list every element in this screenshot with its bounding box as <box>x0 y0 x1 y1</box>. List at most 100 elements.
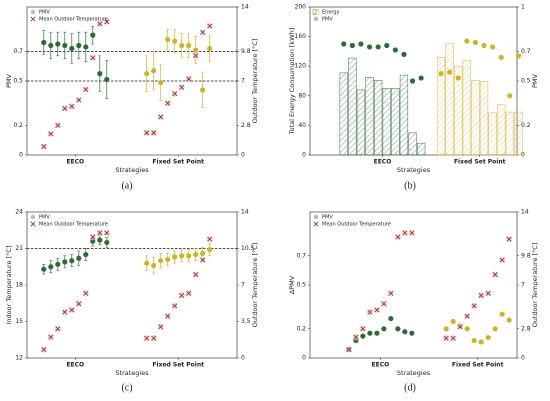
y-axis-label: ΔPMV <box>288 275 296 294</box>
y2-tick-label: 3.5 <box>241 318 251 325</box>
dot <box>179 42 185 49</box>
cross-stroke <box>471 303 477 309</box>
cross-stroke <box>402 230 408 236</box>
bar <box>339 72 348 156</box>
x-tick-label: Fixed Set Point <box>152 362 204 369</box>
y2-tick-label: 10.5 <box>241 245 255 252</box>
cross-stroke <box>90 234 96 240</box>
dot <box>41 39 47 46</box>
cross <box>144 130 150 136</box>
cross-stroke <box>443 335 449 341</box>
caption: (a) <box>121 180 132 191</box>
dot <box>207 45 213 52</box>
cross-stroke <box>62 309 68 315</box>
cross <box>55 326 61 332</box>
dot <box>478 339 484 345</box>
x-tick-label: EECO <box>372 362 390 369</box>
cross <box>90 55 96 61</box>
cross-stroke <box>450 335 456 341</box>
cross <box>346 347 352 353</box>
dot <box>179 253 185 259</box>
cross-stroke <box>381 301 387 307</box>
y2-tick-label: 7 <box>521 282 525 289</box>
cross <box>69 307 75 313</box>
bar <box>365 77 374 156</box>
y2-axis-label: Outdoor Temperature [°C] <box>531 243 539 328</box>
cross-stroke <box>172 91 178 97</box>
cross <box>69 103 75 109</box>
dot <box>83 44 89 50</box>
dot <box>455 75 461 81</box>
dot <box>55 41 61 47</box>
cross <box>151 335 157 341</box>
dot <box>366 44 373 50</box>
dot <box>418 75 424 81</box>
cross <box>207 23 213 29</box>
y-tick-label: 24 <box>15 209 23 216</box>
dot <box>97 237 103 243</box>
dot <box>450 318 456 325</box>
y-tick-label: 15 <box>15 318 23 325</box>
dot <box>104 239 110 246</box>
cross-stroke <box>360 326 366 332</box>
dot <box>409 330 415 336</box>
legend-swatch <box>30 16 36 22</box>
cross <box>388 290 394 296</box>
cross-stroke <box>374 307 380 313</box>
caption: (c) <box>121 382 132 393</box>
dot <box>186 253 192 259</box>
cross <box>90 234 96 240</box>
dot <box>395 326 401 332</box>
bar <box>514 111 523 156</box>
cross-stroke <box>83 290 89 296</box>
dot <box>144 71 150 77</box>
dot <box>375 44 381 50</box>
cross-stroke <box>104 19 110 25</box>
cross-stroke <box>55 326 61 332</box>
cross <box>193 272 199 278</box>
cross-stroke <box>200 29 206 35</box>
dot <box>464 38 470 44</box>
x-tick-label: Fixed Set Point <box>454 159 506 166</box>
cross <box>62 105 68 112</box>
y2-axis-label: PMV <box>531 73 539 88</box>
dot <box>97 71 103 77</box>
cross-stroke <box>485 290 491 296</box>
cross <box>83 86 89 92</box>
dot <box>402 329 408 335</box>
legend-swatch <box>30 9 36 15</box>
legend-swatch <box>30 214 36 220</box>
dot <box>341 41 347 47</box>
dot <box>381 326 387 332</box>
cross-stroke <box>55 122 61 128</box>
cross <box>492 272 498 278</box>
dot <box>409 78 416 84</box>
dot <box>200 250 206 256</box>
cross-stroke <box>193 53 199 59</box>
bar <box>454 65 463 156</box>
cross-stroke <box>158 114 164 120</box>
dot <box>443 326 449 332</box>
cross <box>395 234 401 240</box>
dot <box>144 260 150 266</box>
x-axis-label: Strategies <box>397 166 431 174</box>
dot <box>158 79 164 86</box>
dot <box>515 53 522 59</box>
y-tick-label: 18 <box>15 282 23 289</box>
cross-stroke <box>30 16 36 22</box>
y2-tick-label: 0 <box>241 355 245 362</box>
cross-stroke <box>104 230 110 236</box>
cross-stroke <box>478 292 484 298</box>
x-tick-label: EECO <box>374 159 392 166</box>
cross <box>151 130 157 136</box>
cross <box>104 230 110 236</box>
cross-stroke <box>388 290 394 296</box>
cross <box>83 290 89 296</box>
cross <box>104 19 110 25</box>
y2-axis-label: Outdoor Temperature [°C] <box>251 243 259 328</box>
cross <box>464 313 470 319</box>
dot <box>55 261 61 267</box>
legend-swatch <box>313 221 319 227</box>
dot <box>48 264 54 270</box>
x-axis-label: Strategies <box>397 369 431 377</box>
